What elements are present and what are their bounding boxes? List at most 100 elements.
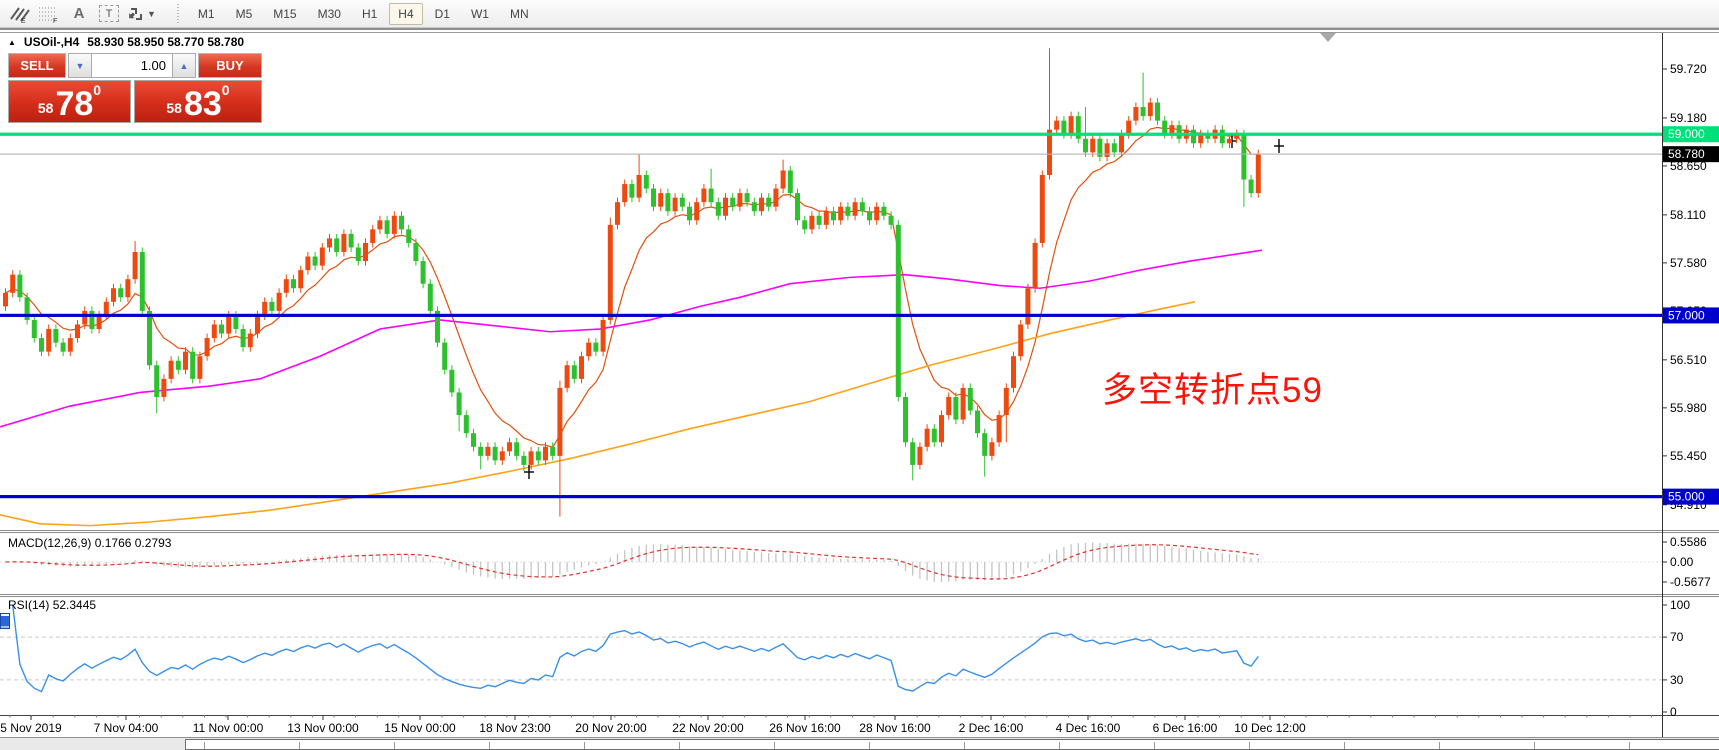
svg-text:13 Nov 00:00: 13 Nov 00:00	[287, 721, 359, 735]
bottom-window-strip	[0, 737, 1719, 750]
fibonacci-icon: F	[38, 5, 60, 23]
sell-price-main: 78	[55, 85, 94, 123]
rsi-value: 52.3445	[52, 598, 97, 612]
svg-text:30: 30	[1670, 673, 1684, 687]
symbol-ohlc: 58.930 58.950 58.770 58.780	[87, 35, 245, 49]
bottom-strip-tick	[679, 742, 680, 749]
tf-mn-button[interactable]: MN	[509, 6, 529, 21]
svg-text:58.110: 58.110	[1670, 208, 1706, 222]
tf-m5-button[interactable]: M5	[235, 6, 253, 21]
tf-m15-button[interactable]: M15	[273, 6, 297, 21]
arrows-icon	[127, 6, 145, 22]
svg-text:-0.5677: -0.5677	[1670, 575, 1711, 589]
sell-price-sup: 0	[93, 82, 102, 98]
bottom-strip-tick	[1154, 742, 1155, 749]
svg-text:0.5586: 0.5586	[1670, 535, 1707, 549]
arrows-dropdown-caret[interactable]: ▼	[147, 8, 156, 19]
svg-text:28 Nov 16:00: 28 Nov 16:00	[859, 721, 931, 735]
one-click-trading-panel: SELL ▼ ▲ BUY 58 78 0 58 83 0	[8, 53, 262, 123]
svg-text:70: 70	[1670, 630, 1684, 644]
svg-text:55.450: 55.450	[1670, 449, 1707, 463]
svg-text:11 Nov 00:00: 11 Nov 00:00	[193, 721, 264, 735]
svg-text:26 Nov 16:00: 26 Nov 16:00	[769, 721, 841, 735]
toolbar-separator	[174, 3, 181, 24]
bottom-strip-inset[interactable]	[185, 739, 1719, 750]
bottom-strip-tick	[1439, 742, 1440, 749]
volume-input[interactable]	[92, 53, 172, 78]
tf-d1-button[interactable]: D1	[434, 6, 450, 21]
chart-canvas[interactable]: 59.72059.18058.65058.11057.58057.05056.5…	[0, 30, 1719, 739]
rsi-name: RSI(14)	[8, 598, 50, 612]
svg-text:0: 0	[1670, 705, 1677, 719]
bottom-strip-tick	[299, 742, 300, 749]
fibonacci-tool-button[interactable]: F	[36, 2, 62, 26]
svg-text:55.980: 55.980	[1670, 401, 1707, 415]
crayons-tool-button[interactable]: E	[6, 2, 32, 26]
chart-window[interactable]: 59.72059.18058.65058.11057.58057.05056.5…	[0, 28, 1719, 739]
svg-text:4 Dec 16:00: 4 Dec 16:00	[1056, 721, 1121, 735]
window-fragment-icon	[0, 613, 10, 629]
svg-text:59.720: 59.720	[1670, 62, 1707, 76]
svg-text:58.650: 58.650	[1670, 159, 1707, 173]
collapse-arrow-icon[interactable]: ▲	[8, 37, 16, 47]
text-label-icon: T	[99, 5, 119, 22]
svg-text:18 Nov 23:00: 18 Nov 23:00	[479, 721, 551, 735]
svg-text:100: 100	[1670, 598, 1690, 612]
crayons-icon: E	[8, 5, 30, 23]
bottom-strip-tick	[774, 742, 775, 749]
svg-text:58.780: 58.780	[1668, 147, 1705, 161]
toolbar: E F A T ▼ M1 M5 M	[0, 0, 1719, 28]
text-label-tool-button[interactable]: T	[96, 2, 122, 26]
bottom-strip-tick	[584, 742, 585, 749]
svg-text:5 Nov 2019: 5 Nov 2019	[0, 721, 62, 735]
bottom-strip-tick	[1249, 742, 1250, 749]
tf-w1-button[interactable]: W1	[470, 6, 489, 21]
tf-m1-button[interactable]: M1	[197, 6, 215, 21]
svg-text:59.180: 59.180	[1670, 111, 1707, 125]
svg-text:10 Dec 12:00: 10 Dec 12:00	[1234, 721, 1306, 735]
arrows-tool-button[interactable]: ▼	[126, 2, 157, 26]
svg-text:57.000: 57.000	[1668, 308, 1705, 322]
volume-increase-button[interactable]: ▲	[172, 53, 196, 78]
macd-values: 0.1766 0.2793	[94, 536, 172, 550]
symbol-info: ▲ USOil-,H4 58.930 58.950 58.770 58.780	[8, 35, 244, 49]
svg-text:7 Nov 04:00: 7 Nov 04:00	[94, 721, 159, 735]
svg-text:15 Nov 00:00: 15 Nov 00:00	[384, 721, 456, 735]
svg-text:2 Dec 16:00: 2 Dec 16:00	[959, 721, 1024, 735]
buy-price-prefix: 58	[166, 100, 182, 116]
svg-text:57.580: 57.580	[1670, 256, 1707, 270]
svg-text:22 Nov 20:00: 22 Nov 20:00	[672, 721, 744, 735]
bottom-strip-tick	[1629, 742, 1630, 749]
bottom-strip-tick	[1059, 742, 1060, 749]
bottom-strip-tick	[489, 742, 490, 749]
svg-text:0.00: 0.00	[1670, 555, 1694, 569]
buy-button[interactable]: BUY	[198, 53, 262, 78]
tf-h1-button[interactable]: H1	[361, 6, 378, 21]
tf-m30-button[interactable]: M30	[317, 6, 341, 21]
macd-indicator-label: MACD(12,26,9) 0.1766 0.2793	[8, 536, 171, 550]
buy-price-tile[interactable]: 58 83 0	[134, 80, 262, 123]
macd-name: MACD(12,26,9)	[8, 536, 92, 550]
svg-text:6 Dec 16:00: 6 Dec 16:00	[1153, 721, 1218, 735]
svg-text:55.000: 55.000	[1668, 490, 1705, 504]
symbol-title: USOil-,H4	[23, 35, 80, 49]
buy-price-sup: 0	[221, 82, 230, 98]
svg-text:59.000: 59.000	[1668, 127, 1705, 141]
bottom-strip-tick	[394, 742, 395, 749]
chart-annotation-text: 多空转折点59	[1102, 371, 1323, 410]
volume-decrease-button[interactable]: ▼	[68, 53, 92, 78]
tf-h4-button[interactable]: H4	[389, 2, 423, 25]
rsi-indicator-label: RSI(14) 52.3445	[8, 598, 96, 612]
sell-price-tile[interactable]: 58 78 0	[8, 80, 131, 123]
svg-text:56.510: 56.510	[1670, 353, 1707, 367]
svg-text:F: F	[53, 18, 57, 23]
sell-price-prefix: 58	[37, 100, 54, 116]
bottom-strip-tick	[1534, 742, 1535, 749]
bottom-strip-tick	[204, 742, 205, 749]
text-tool-button[interactable]: A	[66, 2, 92, 26]
sell-button[interactable]: SELL	[8, 53, 66, 78]
buy-price-main: 83	[183, 85, 222, 123]
svg-text:E: E	[21, 18, 26, 23]
bottom-strip-tick	[1344, 742, 1345, 749]
scroll-end-triangle-icon[interactable]	[1320, 33, 1336, 42]
